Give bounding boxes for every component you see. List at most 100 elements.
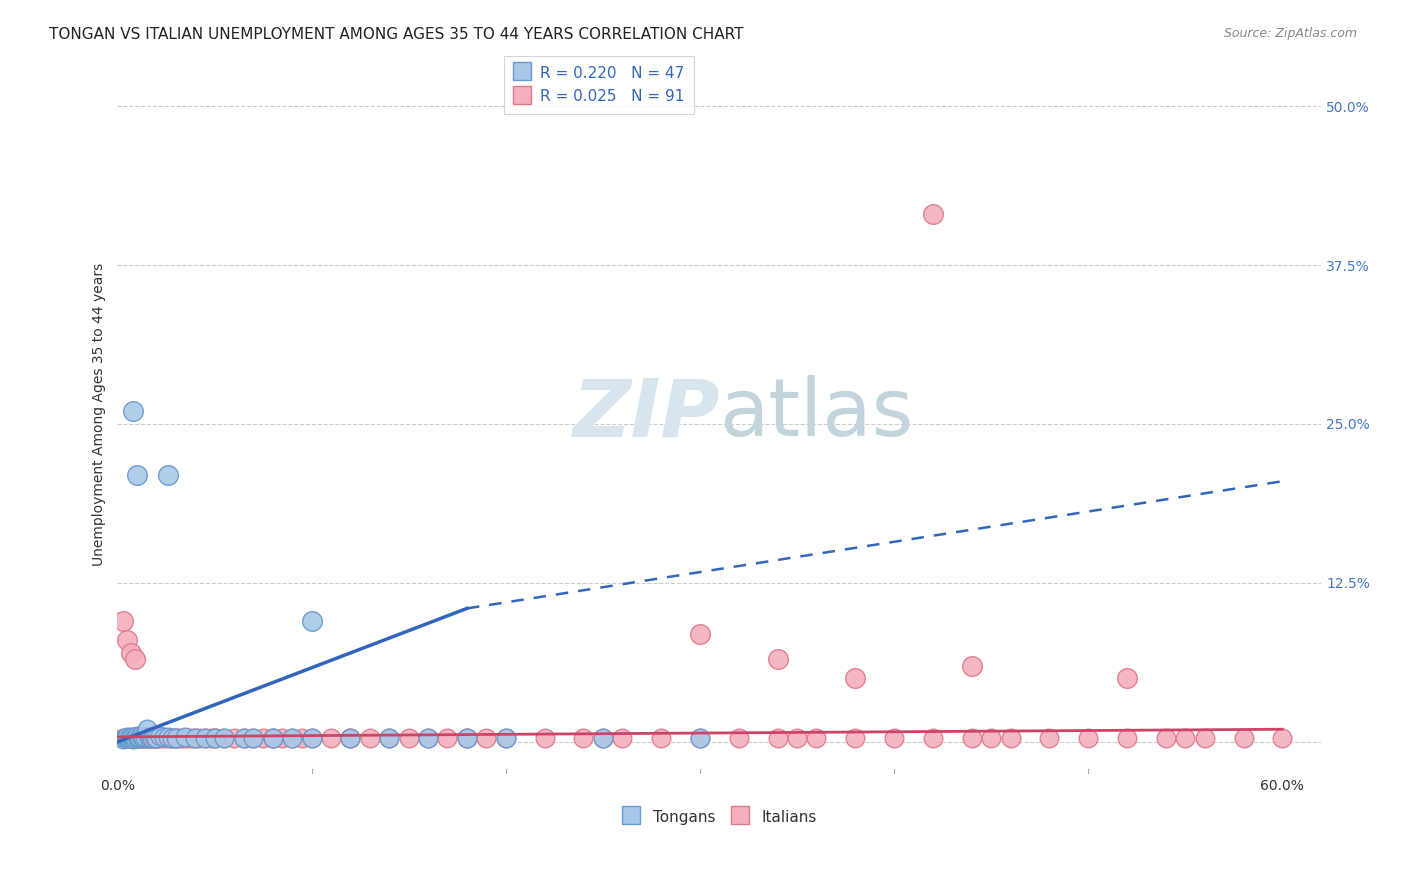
Point	[112, 732, 135, 747]
Point	[124, 652, 146, 666]
Point	[141, 731, 163, 746]
Point	[339, 731, 361, 746]
Text: TONGAN VS ITALIAN UNEMPLOYMENT AMONG AGES 35 TO 44 YEARS CORRELATION CHART: TONGAN VS ITALIAN UNEMPLOYMENT AMONG AGE…	[49, 27, 744, 42]
Point	[138, 731, 160, 746]
Point	[242, 731, 264, 746]
Point	[122, 731, 145, 746]
Point	[125, 729, 148, 743]
Point	[689, 731, 711, 746]
Point	[156, 731, 179, 746]
Point	[149, 729, 172, 743]
Point	[1194, 731, 1216, 746]
Point	[124, 731, 146, 746]
Point	[145, 731, 167, 746]
Point	[188, 731, 211, 746]
Point	[156, 730, 179, 744]
Point	[650, 731, 672, 746]
Point	[145, 731, 167, 746]
Point	[301, 731, 323, 746]
Point	[1116, 672, 1139, 686]
Point	[194, 731, 217, 746]
Point	[844, 672, 866, 686]
Point	[112, 614, 135, 628]
Point	[271, 731, 294, 746]
Point	[122, 730, 145, 744]
Point	[114, 731, 136, 746]
Point	[125, 731, 148, 746]
Point	[262, 731, 284, 746]
Point	[122, 732, 145, 747]
Point	[212, 731, 235, 746]
Point	[689, 627, 711, 641]
Text: ZIP: ZIP	[572, 376, 720, 453]
Point	[118, 731, 141, 746]
Point	[980, 731, 1002, 746]
Point	[456, 731, 478, 746]
Point	[456, 731, 478, 746]
Point	[115, 731, 138, 746]
Point	[115, 730, 138, 744]
Point	[153, 730, 176, 744]
Point	[212, 731, 235, 746]
Point	[139, 731, 162, 746]
Point	[495, 731, 517, 746]
Point	[592, 731, 614, 746]
Point	[114, 731, 136, 746]
Point	[184, 731, 207, 746]
Point	[378, 731, 401, 746]
Point	[124, 731, 146, 746]
Point	[262, 731, 284, 746]
Point	[115, 633, 138, 648]
Point	[339, 731, 361, 746]
Point	[125, 731, 148, 746]
Point	[689, 731, 711, 746]
Point	[766, 652, 789, 666]
Point	[1232, 731, 1254, 746]
Point	[883, 731, 905, 746]
Y-axis label: Unemployment Among Ages 35 to 44 years: Unemployment Among Ages 35 to 44 years	[93, 263, 107, 566]
Point	[120, 730, 142, 744]
Point	[134, 731, 156, 746]
Point	[262, 731, 284, 746]
Point	[301, 731, 323, 746]
Point	[176, 731, 198, 746]
Point	[281, 731, 304, 746]
Point	[378, 731, 401, 746]
Point	[232, 731, 254, 746]
Point	[495, 731, 517, 746]
Point	[1116, 731, 1139, 746]
Point	[143, 730, 166, 744]
Point	[1271, 731, 1294, 746]
Point	[135, 731, 157, 746]
Point	[138, 731, 160, 746]
Point	[149, 731, 172, 746]
Point	[165, 731, 187, 746]
Point	[153, 731, 176, 746]
Point	[222, 731, 245, 746]
Point	[960, 658, 983, 673]
Point	[120, 731, 142, 746]
Point	[124, 731, 146, 746]
Point	[131, 730, 153, 744]
Point	[1077, 731, 1099, 746]
Point	[114, 731, 136, 746]
Point	[141, 731, 163, 746]
Point	[1038, 731, 1060, 746]
Point	[204, 731, 226, 746]
Point	[128, 730, 150, 744]
Point	[204, 731, 226, 746]
Point	[120, 731, 142, 746]
Point	[456, 731, 478, 746]
Point	[232, 731, 254, 746]
Point	[184, 731, 207, 746]
Point	[359, 731, 381, 746]
Point	[160, 731, 183, 746]
Point	[172, 731, 194, 746]
Point	[844, 731, 866, 746]
Point	[1000, 731, 1022, 746]
Point	[806, 731, 828, 746]
Point	[165, 731, 187, 746]
Point	[118, 731, 141, 746]
Point	[200, 731, 222, 746]
Point	[139, 730, 162, 744]
